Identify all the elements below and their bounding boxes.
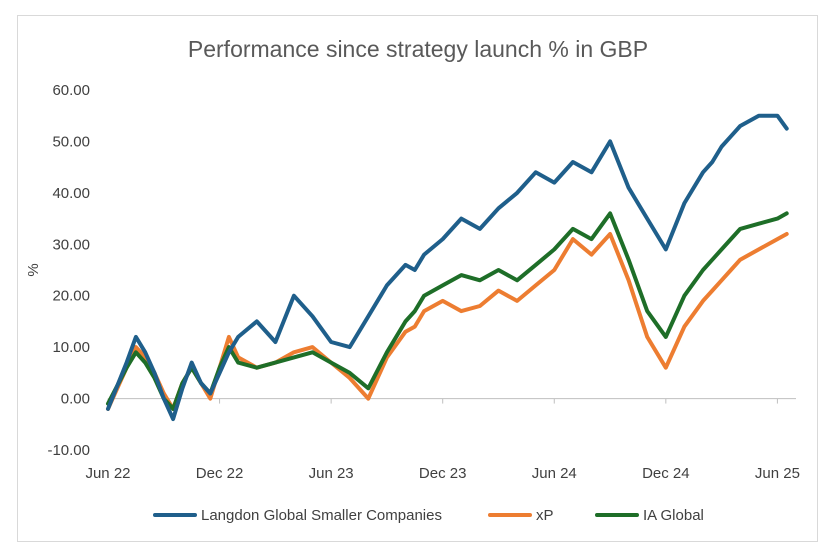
legend-label: Langdon Global Smaller Companies: [201, 507, 442, 524]
series-lines: [106, 113, 789, 422]
series-line-1: [106, 232, 789, 411]
y-tick-label: 10.00: [52, 339, 90, 356]
legend-label: xP: [536, 507, 554, 524]
x-tick-label: Dec 24: [642, 465, 690, 482]
y-tick-label: -10.00: [47, 442, 90, 459]
series-line-0: [106, 113, 789, 422]
x-tick-label: Dec 22: [196, 465, 244, 482]
x-tick-label: Jun 22: [85, 465, 130, 482]
legend-label: IA Global: [643, 507, 704, 524]
x-tick-label: Jun 24: [532, 465, 577, 482]
y-tick-label: 0.00: [61, 391, 90, 408]
x-tick-label: Jun 23: [309, 465, 354, 482]
legend: Langdon Global Smaller Companies xP IA Glo…: [153, 507, 704, 524]
series-line-2: [106, 211, 789, 411]
y-axis-ticks: -10.00 0.00 10.00 20.00 30.00 40.00 50.00 60.00: [47, 82, 90, 459]
x-axis-ticks: Jun 22 Dec 22 Jun 23 Dec 23 Jun 24 Dec 24 Jun …: [85, 465, 799, 482]
chart-title: Performance since strategy launch % in G…: [188, 36, 648, 62]
y-tick-label: 30.00: [52, 236, 90, 253]
y-tick-label: 20.00: [52, 288, 90, 305]
y-tick-label: 40.00: [52, 185, 90, 202]
x-tick-label: Jun 25: [755, 465, 800, 482]
y-axis-label: %: [25, 263, 42, 276]
chart-frame: [17, 15, 818, 542]
x-tick-label: Dec 23: [419, 465, 467, 482]
y-tick-label: 50.00: [52, 133, 90, 150]
y-tick-label: 60.00: [52, 82, 90, 99]
